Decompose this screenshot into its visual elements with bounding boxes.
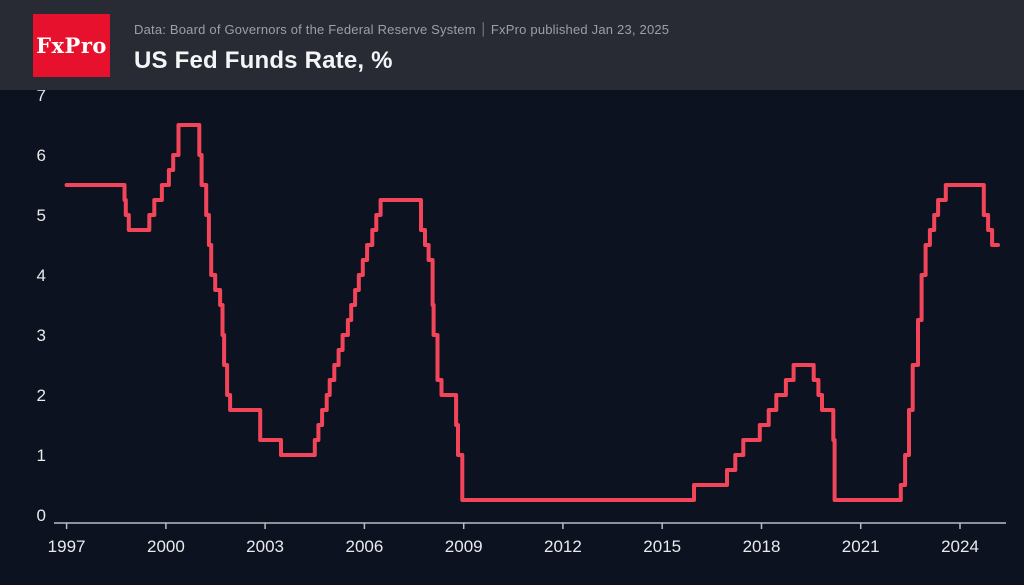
x-tick-label: 2003 [246, 537, 284, 556]
x-tick-label: 1997 [48, 537, 86, 556]
chart-area: 1997 2000 2003 2006 2009 2012 2015 2018 2021 2024… [0, 90, 1024, 585]
y-tick-label: 6 [37, 146, 46, 165]
x-tick-label: 2012 [544, 537, 582, 556]
data-source-line: Data: Board of Governors of the Federal … [134, 22, 670, 37]
rate-line [64, 123, 1000, 502]
y-tick-label: 2 [37, 386, 46, 405]
x-tick-label: 2006 [345, 537, 383, 556]
page-title: US Fed Funds Rate, % [134, 47, 393, 74]
x-tick-label: 2024 [941, 537, 979, 556]
x-tick-label: 2021 [842, 537, 880, 556]
fed-funds-chart: 1997 2000 2003 2006 2009 2012 2015 2018 2021 2024… [37, 90, 1006, 556]
y-tick-label: 5 [37, 206, 46, 225]
y-tick-label: 4 [37, 266, 46, 285]
fxpro-logo-text: FxPro [36, 33, 107, 58]
x-tick-label: 2018 [743, 537, 781, 556]
x-tick-label: 2009 [445, 537, 483, 556]
y-tick-label: 1 [37, 446, 46, 465]
header-bar: FxPro Data: Board of Governors of the Fe… [0, 0, 1024, 90]
x-tick-label: 2015 [643, 537, 681, 556]
y-tick-label: 3 [37, 326, 46, 345]
header-text-block: Data: Board of Governors of the Federal … [134, 22, 669, 75]
y-tick-label: 7 [37, 90, 46, 105]
y-tick-label: 0 [37, 506, 46, 525]
x-tick-label: 2000 [147, 537, 185, 556]
fxpro-logo: FxPro [33, 14, 110, 77]
